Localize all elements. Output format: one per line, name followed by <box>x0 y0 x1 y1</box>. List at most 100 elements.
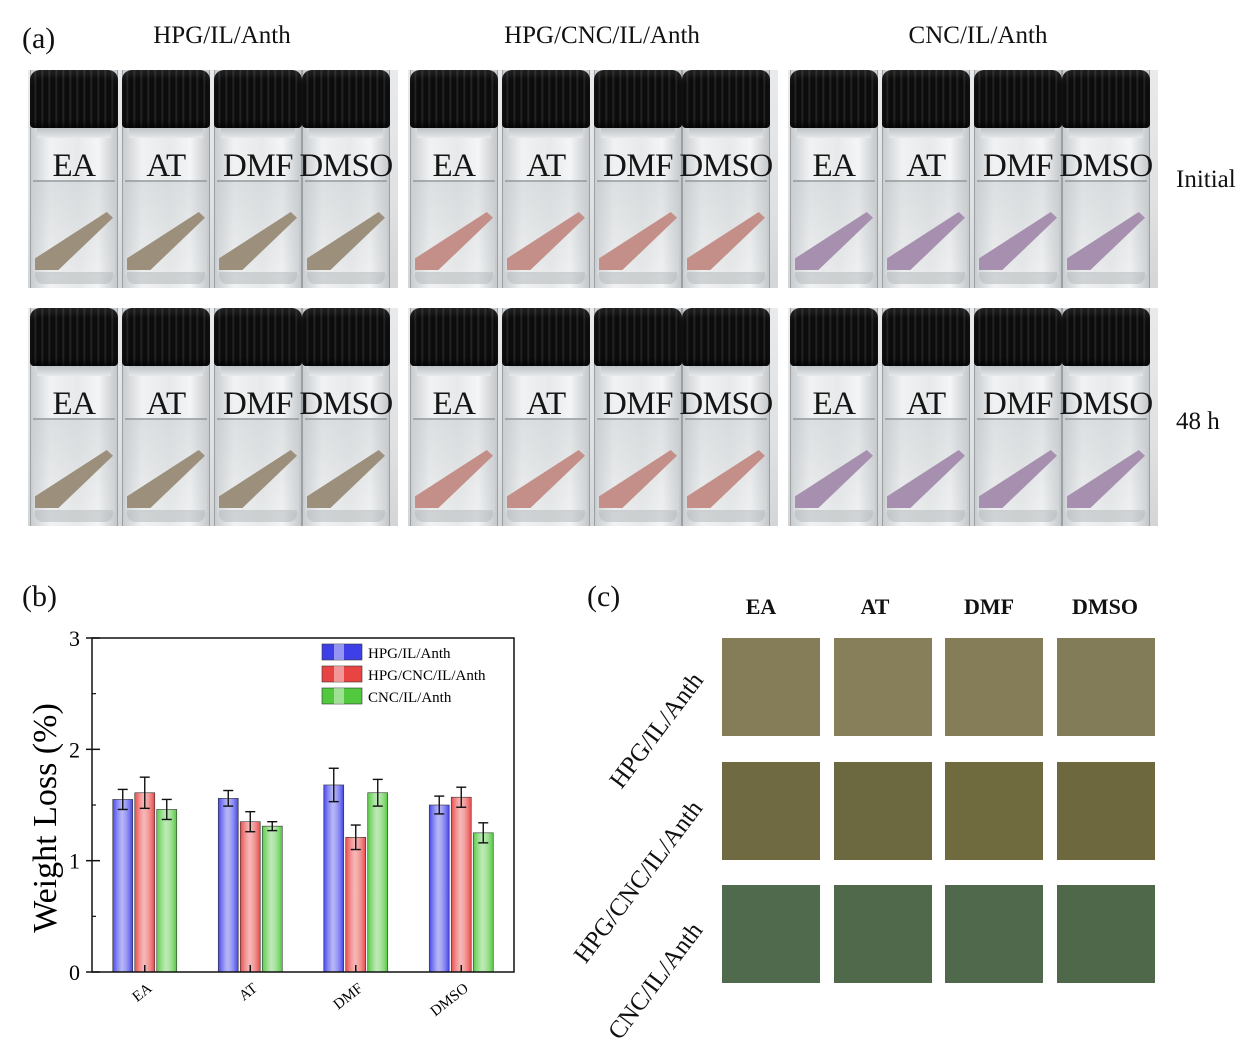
vial-bottom <box>1067 510 1145 522</box>
y-axis-label: Weight Loss (%) <box>27 703 64 933</box>
vial: EA <box>30 308 118 526</box>
swatch-col-ea: EA <box>745 594 777 619</box>
bar <box>134 792 156 973</box>
vial-cap <box>122 70 210 128</box>
vial: EA <box>790 70 878 288</box>
vial-bottom <box>219 510 297 522</box>
panel-b-label: (b) <box>22 580 57 613</box>
swatch-col-at: AT <box>860 594 890 619</box>
vial-solvent-label: DMSO <box>679 148 773 184</box>
x-tick-label: AT <box>236 981 260 1005</box>
vial-bottom <box>219 272 297 284</box>
vial-cap <box>214 70 302 128</box>
weight-loss-bar-chart: 0 1 2 3 EA AT DMF DMSO HPG/IL/Anth HPG/CNC/IL/An… <box>27 626 515 1020</box>
legend-swatch-highlight <box>334 688 344 704</box>
vial-solvent-label: EA <box>52 148 97 184</box>
vial-bottom <box>415 272 493 284</box>
x-tick-label: EA <box>130 980 156 1005</box>
vial-cap <box>410 308 498 366</box>
group-title-cnc-il-anth: CNC/IL/Anth <box>908 22 1048 49</box>
x-tick-label: DMSO <box>428 980 472 1019</box>
legend-swatch <box>321 687 363 705</box>
vial-solvent-label: EA <box>432 148 477 184</box>
vial: EA <box>410 70 498 288</box>
vial-neck <box>509 366 583 376</box>
color-swatch <box>722 762 820 860</box>
vial-cap <box>1062 70 1150 128</box>
vial: EA <box>30 70 118 288</box>
vial-bottom <box>507 272 585 284</box>
bar <box>156 809 178 973</box>
vial-cap <box>594 70 682 128</box>
vial-bottom <box>307 510 385 522</box>
legend-swatch <box>321 643 363 661</box>
vial: AT <box>122 308 210 526</box>
vial-solvent-label: EA <box>812 386 857 422</box>
vial-neck <box>689 366 763 376</box>
bar <box>472 832 494 973</box>
bar <box>428 804 450 973</box>
vial: DMF <box>594 70 682 288</box>
y-tick-label: 0 <box>69 960 80 985</box>
vial-neck <box>129 366 203 376</box>
vial-solvent-label: DMF <box>982 148 1054 184</box>
vial: EA <box>410 308 498 526</box>
swatch-row-hpg-il-anth: HPG/IL/Anth <box>604 667 709 794</box>
vial-neck <box>37 128 111 138</box>
vial-solvent-label: AT <box>146 386 186 422</box>
vial: DMF <box>214 308 302 526</box>
panel-c-label: (c) <box>587 580 621 613</box>
vial-neck <box>889 128 963 138</box>
bar <box>112 799 134 973</box>
vial: DMSO <box>1059 70 1153 288</box>
vial-cap <box>974 308 1062 366</box>
vial: DMSO <box>679 308 773 526</box>
vial: DMF <box>974 308 1062 526</box>
vial-neck <box>1069 128 1143 138</box>
vial-cap <box>502 308 590 366</box>
vial-solvent-label: AT <box>906 386 946 422</box>
legend-label: HPG/CNC/IL/Anth <box>368 668 486 684</box>
vial-bottom <box>599 272 677 284</box>
swatch-col-dmf: DMF <box>963 594 1015 619</box>
vial-neck <box>417 128 491 138</box>
row-label-initial: Initial <box>1176 166 1236 193</box>
vial-solvent-label: AT <box>526 148 566 184</box>
vial-cap <box>30 70 118 128</box>
color-swatch <box>945 885 1043 983</box>
group-title-hpg-cnc-il-anth: HPG/CNC/IL/Anth <box>504 22 700 49</box>
vial: DMF <box>974 70 1062 288</box>
legend-swatch-highlight <box>334 644 344 660</box>
vial-cap <box>882 70 970 128</box>
vial-neck <box>1069 366 1143 376</box>
legend-label: HPG/IL/Anth <box>368 646 451 662</box>
color-swatch <box>722 638 820 736</box>
vial-cap <box>410 70 498 128</box>
vial-cap <box>122 308 210 366</box>
vial-neck <box>689 128 763 138</box>
vial-solvent-label: DMF <box>222 386 294 422</box>
vial-bottom <box>795 272 873 284</box>
color-swatch <box>722 885 820 983</box>
bar <box>239 821 261 973</box>
bar <box>345 836 367 973</box>
vial-cap <box>502 70 590 128</box>
vial-photo: EA AT DMF DMSO <box>788 70 1158 288</box>
vial-solvent-label: AT <box>146 148 186 184</box>
color-swatch <box>945 638 1043 736</box>
vial-photo: EA AT DMF DMSO <box>28 70 398 288</box>
vial-bottom <box>127 272 205 284</box>
vial-solvent-label: AT <box>526 386 566 422</box>
color-swatch <box>834 762 932 860</box>
vial-bottom <box>687 510 765 522</box>
vial: AT <box>502 308 590 526</box>
vial: DMF <box>594 308 682 526</box>
vial-solvent-label: DMSO <box>679 386 773 422</box>
vial: DMF <box>214 70 302 288</box>
vial-bottom <box>887 272 965 284</box>
vial-neck <box>37 366 111 376</box>
vial-cap <box>594 308 682 366</box>
vial-cap <box>790 70 878 128</box>
vial: DMSO <box>299 70 393 288</box>
vial-cap <box>682 70 770 128</box>
